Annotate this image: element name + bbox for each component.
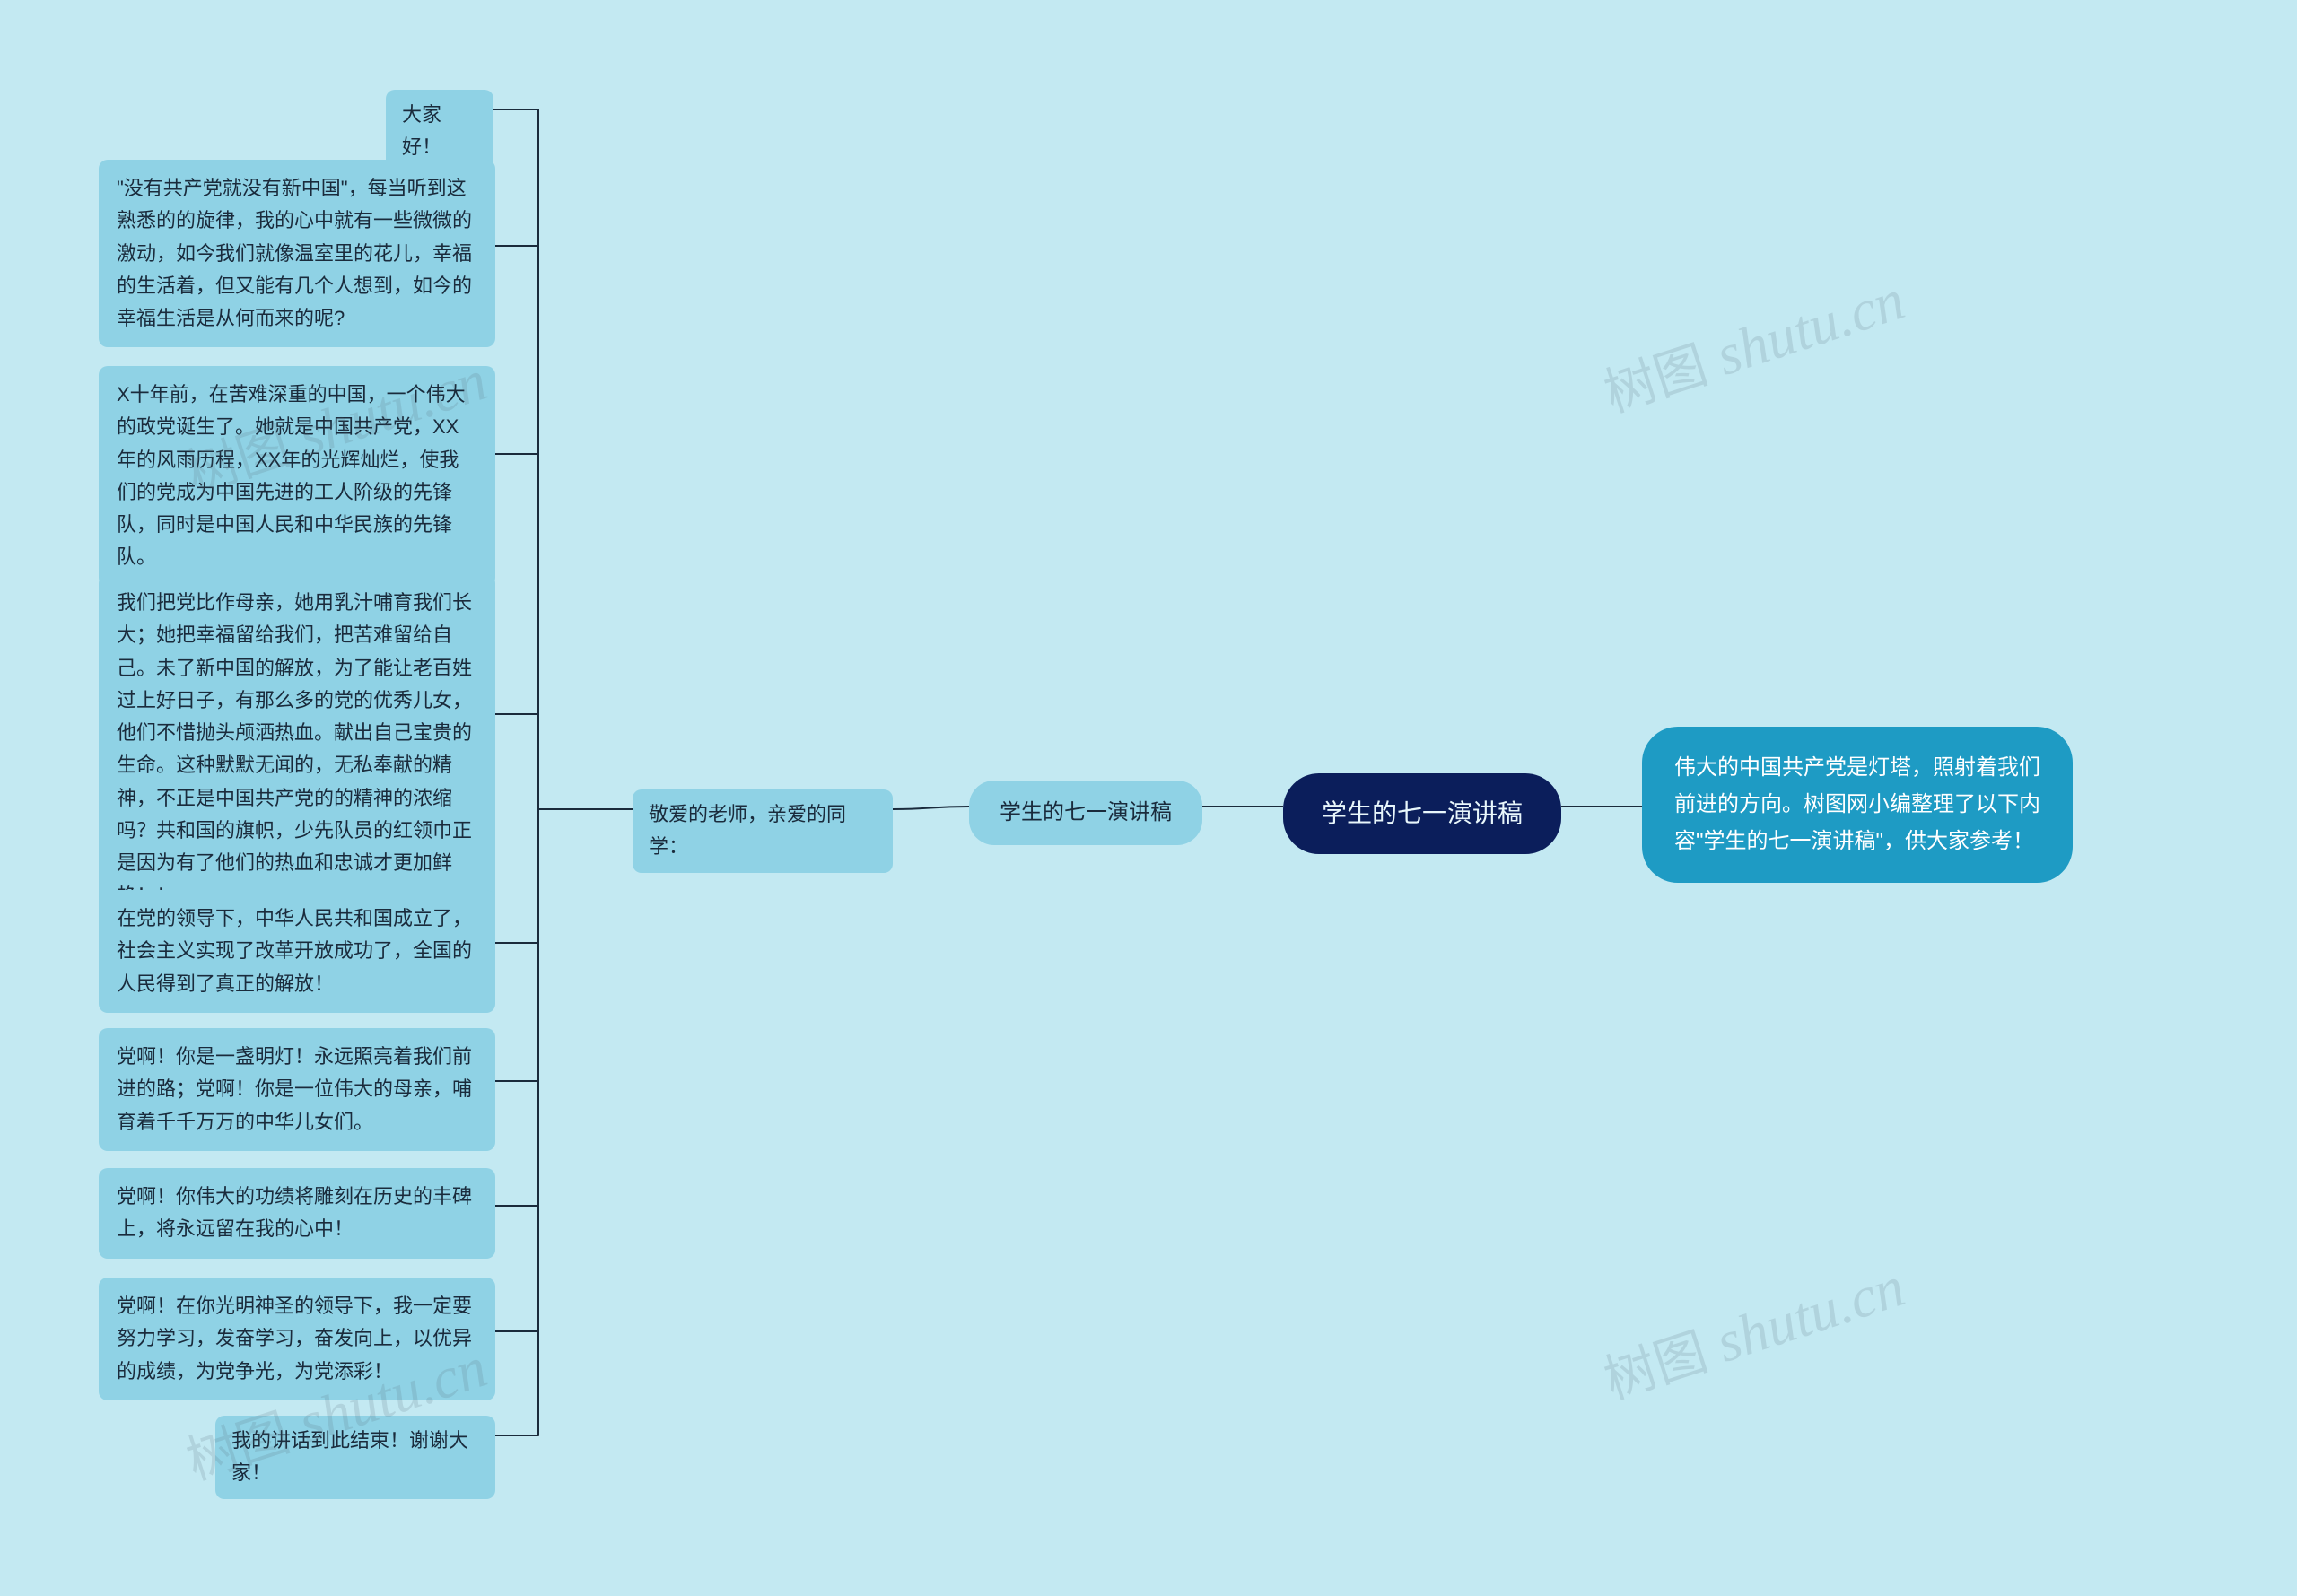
leaf-node[interactable]: 党啊！在你光明神圣的领导下，我一定要努力学习，发奋学习，奋发向上，以优异的成绩，… [99, 1278, 495, 1400]
leaf-text: 大家好！ [402, 103, 441, 158]
leaf-node[interactable]: "没有共产党就没有新中国"，每当听到这熟悉的的旋律，我的心中就有一些微微的激动，… [99, 160, 495, 347]
leaf-text: "没有共产党就没有新中国"，每当听到这熟悉的的旋律，我的心中就有一些微微的激动，… [117, 177, 472, 329]
leaf-node[interactable]: 在党的领导下，中华人民共和国成立了，社会主义实现了改革开放成功了，全国的人民得到… [99, 890, 495, 1013]
watermark-en: shutu.cn [1708, 267, 1912, 388]
root-label: 学生的七一演讲稿 [1322, 799, 1523, 827]
watermark-en: shutu.cn [1708, 1254, 1912, 1374]
intro-node[interactable]: 伟大的中国共产党是灯塔，照射着我们前进的方向。树图网小编整理了以下内容"学生的七… [1642, 727, 2073, 883]
watermark-cn: 树图 [1597, 1322, 1714, 1410]
leaf-node[interactable]: 我们把党比作母亲，她用乳汁哺育我们长大；她把幸福留给我们，把苦难留给自己。未了新… [99, 574, 495, 925]
watermark: 树图 shutu.cn [1594, 1245, 1913, 1413]
leaf-text: 在党的领导下，中华人民共和国成立了，社会主义实现了改革开放成功了，全国的人民得到… [117, 907, 472, 995]
leaf-node[interactable]: 党啊！你是一盏明灯！永远照亮着我们前进的路；党啊！你是一位伟大的母亲，哺育着千千… [99, 1028, 495, 1151]
leaf-text: X十年前，在苦难深重的中国，一个伟大的政党诞生了。她就是中国共产党，XX年的风雨… [117, 383, 466, 568]
sub-label: 学生的七一演讲稿 [1000, 800, 1172, 824]
leaf-node[interactable]: X十年前，在苦难深重的中国，一个伟大的政党诞生了。她就是中国共产党，XX年的风雨… [99, 366, 495, 587]
level2-text: 敬爱的老师，亲爱的同学： [649, 803, 846, 858]
leaf-text: 党啊！你伟大的功绩将雕刻在历史的丰碑上，将永远留在我的心中！ [117, 1185, 472, 1240]
watermark: 树图 shutu.cn [1594, 258, 1913, 426]
intro-text: 伟大的中国共产党是灯塔，照射着我们前进的方向。树图网小编整理了以下内容"学生的七… [1674, 755, 2040, 853]
root-node[interactable]: 学生的七一演讲稿 [1283, 773, 1561, 854]
leaf-node[interactable]: 党啊！你伟大的功绩将雕刻在历史的丰碑上，将永远留在我的心中！ [99, 1168, 495, 1259]
watermark-cn: 树图 [1597, 336, 1714, 423]
leaf-node[interactable]: 我的讲话到此结束！谢谢大家！ [215, 1416, 495, 1499]
leaf-text: 我们把党比作母亲，她用乳汁哺育我们长大；她把幸福留给我们，把苦难留给自己。未了新… [117, 591, 472, 907]
leaf-text: 我的讲话到此结束！谢谢大家！ [231, 1429, 468, 1484]
sub-node[interactable]: 学生的七一演讲稿 [969, 781, 1202, 845]
leaf-text: 党啊！在你光明神圣的领导下，我一定要努力学习，发奋学习，奋发向上，以优异的成绩，… [117, 1295, 472, 1382]
level2-node[interactable]: 敬爱的老师，亲爱的同学： [633, 789, 893, 873]
leaf-text: 党啊！你是一盏明灯！永远照亮着我们前进的路；党啊！你是一位伟大的母亲，哺育着千千… [117, 1045, 472, 1133]
